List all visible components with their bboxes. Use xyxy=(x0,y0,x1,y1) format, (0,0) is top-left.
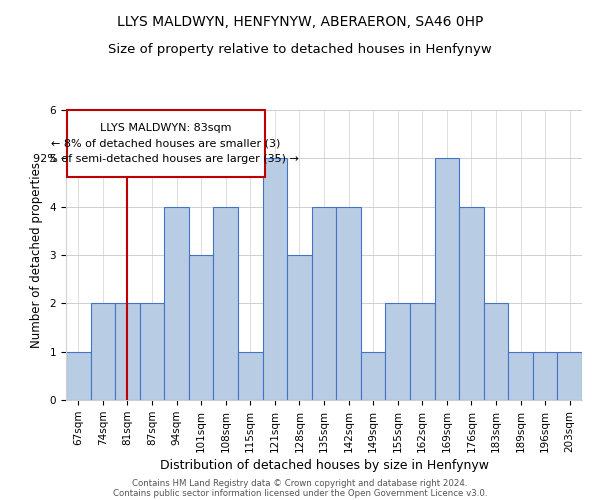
Bar xyxy=(508,352,533,400)
Bar xyxy=(91,304,115,400)
Bar xyxy=(67,110,265,176)
X-axis label: Distribution of detached houses by size in Henfynyw: Distribution of detached houses by size … xyxy=(160,459,488,472)
Bar xyxy=(140,304,164,400)
Bar xyxy=(557,352,582,400)
Bar xyxy=(459,206,484,400)
Bar xyxy=(361,352,385,400)
Bar xyxy=(533,352,557,400)
Bar xyxy=(312,206,336,400)
Bar xyxy=(410,304,434,400)
Bar xyxy=(164,206,189,400)
Text: Size of property relative to detached houses in Henfynyw: Size of property relative to detached ho… xyxy=(108,42,492,56)
Bar xyxy=(287,255,312,400)
Bar xyxy=(434,158,459,400)
Bar xyxy=(263,158,287,400)
Bar xyxy=(484,304,508,400)
Bar xyxy=(336,206,361,400)
Text: LLYS MALDWYN: 83sqm
← 8% of detached houses are smaller (3)
92% of semi-detached: LLYS MALDWYN: 83sqm ← 8% of detached hou… xyxy=(33,122,299,164)
Bar xyxy=(115,304,140,400)
Bar xyxy=(214,206,238,400)
Bar xyxy=(385,304,410,400)
Text: LLYS MALDWYN, HENFYNYW, ABERAERON, SA46 0HP: LLYS MALDWYN, HENFYNYW, ABERAERON, SA46 … xyxy=(117,15,483,29)
Bar xyxy=(238,352,263,400)
Y-axis label: Number of detached properties: Number of detached properties xyxy=(30,162,43,348)
Bar xyxy=(189,255,214,400)
Text: Contains HM Land Registry data © Crown copyright and database right 2024.: Contains HM Land Registry data © Crown c… xyxy=(132,478,468,488)
Bar xyxy=(66,352,91,400)
Text: Contains public sector information licensed under the Open Government Licence v3: Contains public sector information licen… xyxy=(113,488,487,498)
